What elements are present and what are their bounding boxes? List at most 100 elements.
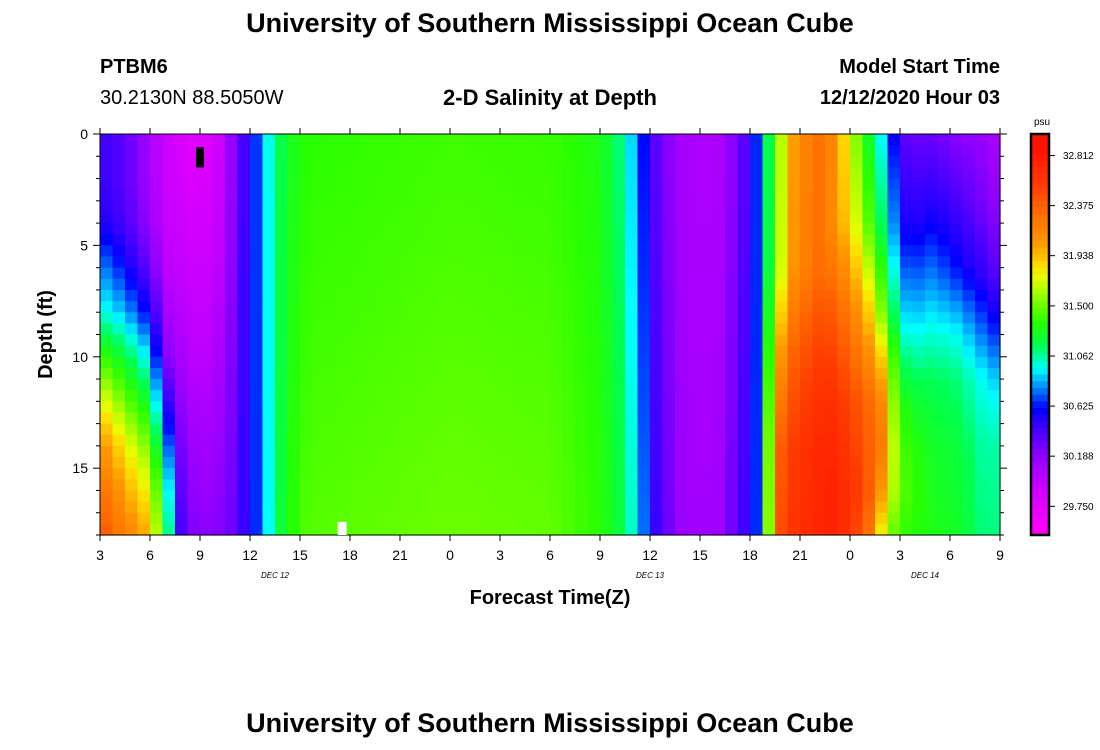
heatmap-cell [762,345,776,358]
heatmap-cell [175,445,189,458]
heatmap-cell [450,223,464,235]
heatmap-cell [287,423,301,436]
heatmap-cell [400,457,414,469]
heatmap-cell [475,145,489,157]
heatmap-cell [537,267,551,280]
heatmap-cell [712,423,726,436]
heatmap-cell [212,490,226,503]
heatmap-cell [525,501,539,514]
heatmap-cell [612,479,626,492]
heatmap-cell [125,445,139,458]
heatmap-cell [637,256,651,269]
heatmap-cell [475,156,489,169]
heatmap-cell [850,278,864,291]
heatmap-cell [312,223,326,235]
heatmap-cell [112,167,126,180]
colorbar-segment [1031,174,1049,182]
heatmap-cell [287,167,301,180]
heatmap-cell [662,178,676,191]
heatmap-cell [925,434,939,447]
heatmap-cell [887,156,901,169]
heatmap-cell [975,445,989,458]
heatmap-cell [950,457,964,469]
heatmap-cell [700,379,714,391]
heatmap-cell [412,356,426,369]
heatmap-cell [112,457,126,469]
heatmap-cell [462,312,476,324]
heatmap-cell [150,134,164,146]
heatmap-cell [362,145,376,157]
heatmap-cell [262,501,276,514]
heatmap-cell [862,301,876,313]
heatmap-cell [300,200,314,213]
heatmap-cell [237,367,251,380]
heatmap-cell [325,323,339,336]
heatmap-cell [362,445,376,458]
heatmap-cell [762,523,776,536]
heatmap-cell [350,200,364,213]
heatmap-cell [862,356,876,369]
heatmap-cell [562,234,576,246]
heatmap-cell [787,211,801,224]
heatmap-cell [375,156,389,169]
heatmap-cell [187,412,201,425]
heatmap-cell [400,412,414,425]
heatmap-cell [737,401,751,414]
heatmap-cell [312,379,326,391]
heatmap-cell [537,434,551,447]
colorbar-segment [1031,354,1049,362]
heatmap-cell [900,245,914,258]
heatmap-cell [175,501,189,514]
heatmap-cell [837,200,851,213]
heatmap-cell [925,289,939,302]
heatmap-cell [512,245,526,258]
heatmap-cell [987,490,1001,503]
heatmap-cell [337,434,351,447]
heatmap-cell [587,523,601,536]
heatmap-cell [800,390,814,402]
heatmap-cell [350,523,364,536]
heatmap-cell [925,457,939,469]
heatmap-cell [450,134,464,146]
heatmap-cell [787,334,801,347]
heatmap-cell [625,278,639,291]
heatmap-cell [950,134,964,146]
heatmap-cell [900,223,914,235]
heatmap-cell [562,490,576,503]
heatmap-cell [887,178,901,191]
x-tick-label: 6 [946,547,954,563]
heatmap-cell [700,267,714,280]
heatmap-cell [500,278,514,291]
heatmap-cell [125,200,139,213]
heatmap-cell [387,134,401,146]
heatmap-cell [850,479,864,492]
heatmap-cell [175,267,189,280]
heatmap-cell [150,223,164,235]
heatmap-cell [275,156,289,169]
heatmap-cell [800,401,814,414]
heatmap-cell [500,445,514,458]
heatmap-cell [162,523,176,536]
heatmap-cell [700,367,714,380]
heatmap-cell [212,200,226,213]
heatmap-cell [425,501,439,514]
heatmap-cell [600,457,614,469]
heatmap-cell [600,401,614,414]
heatmap-cell [287,445,301,458]
heatmap-cell [400,189,414,202]
heatmap-cell [425,312,439,324]
heatmap-cell [775,423,789,436]
heatmap-cell [962,356,976,369]
heatmap-cell [850,289,864,302]
heatmap-cell [125,423,139,436]
heatmap-cell [287,301,301,313]
heatmap-cell [100,490,114,503]
heatmap-cell [250,312,264,324]
heatmap-cell [950,423,964,436]
heatmap-cell [150,156,164,169]
heatmap-cell [350,345,364,358]
heatmap-cell [900,334,914,347]
heatmap-cell [425,412,439,425]
heatmap-cell [650,345,664,358]
heatmap-cell [437,167,451,180]
